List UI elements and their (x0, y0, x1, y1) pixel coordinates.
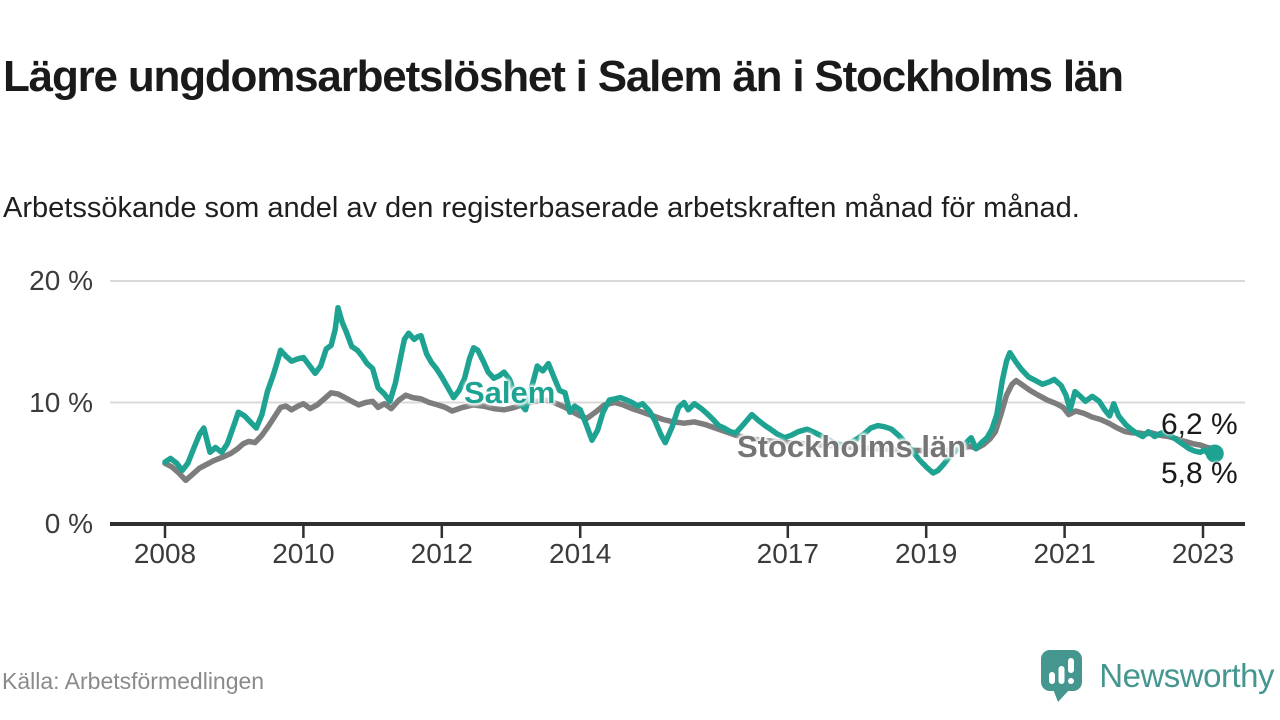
end-value-label-stockholms-lan: 6,2 % (1161, 408, 1238, 441)
y-axis-label-10: 10 % (29, 386, 93, 418)
series-line-stockholms-l-n (162, 377, 1218, 484)
x-axis-label-2014: 2014 (549, 538, 612, 569)
series-label-salem: Salem (464, 375, 556, 410)
newsworthy-speech-bubble-barchart-icon (1041, 650, 1083, 702)
series-end-dot (1205, 444, 1224, 463)
x-axis-label-2012: 2012 (410, 538, 473, 569)
page-title: Lägre ungdomsarbetslöshet i Salem än i S… (3, 52, 1124, 102)
x-axis-label-2008: 2008 (133, 538, 197, 569)
chart-subtitle: Arbetssökande som andel av den registerb… (3, 192, 1080, 224)
y-axis-label-0: 0 % (44, 508, 93, 539)
end-value-label-salem: 5,8 % (1161, 457, 1238, 490)
y-axis-label-20: 20 % (29, 265, 93, 296)
series-line-salem (162, 304, 1218, 476)
x-axis-label-2023: 2023 (1171, 538, 1235, 569)
x-axis-label-2010: 2010 (272, 538, 335, 569)
newsworthy-logo: Newsworthy (1039, 646, 1274, 706)
source-note: Källa: Arbetsförmedlingen (2, 668, 265, 694)
x-axis-label-2017: 2017 (756, 538, 819, 569)
x-axis-label-2019: 2019 (895, 538, 958, 569)
x-axis-label-2021: 2021 (1033, 538, 1096, 569)
brand-name: Newsworthy (1099, 657, 1274, 694)
series-label-stockholms-lan: Stockholms län (737, 429, 967, 464)
